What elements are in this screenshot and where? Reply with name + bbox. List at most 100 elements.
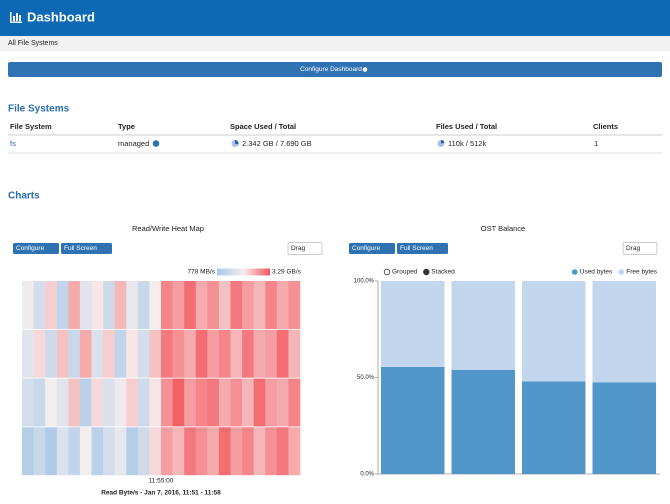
heat-cell xyxy=(195,427,208,476)
heat-cell xyxy=(137,427,150,476)
pie-icon-wedge xyxy=(441,140,445,144)
heat-cell xyxy=(172,378,185,427)
x-tick-label: 11:55:00 xyxy=(149,478,174,485)
heat-cell xyxy=(288,378,301,427)
heat-cell xyxy=(103,329,115,378)
heat-cell xyxy=(242,329,254,378)
heat-cell xyxy=(79,378,92,427)
heat-cell xyxy=(56,427,69,476)
heat-cell xyxy=(195,281,208,329)
heat-cell xyxy=(103,378,115,427)
heat-cell xyxy=(126,329,139,378)
app-title[interactable]: Dashboard xyxy=(27,9,95,24)
heat-cell xyxy=(22,427,34,476)
heat-cell xyxy=(68,329,81,378)
heat-cell xyxy=(218,329,231,378)
bar-segment xyxy=(381,281,445,367)
chart-title: Read/Write Heat Map xyxy=(132,224,204,233)
column-header: Files Used / Total xyxy=(436,122,497,131)
gear-icon xyxy=(362,67,368,72)
heat-cell xyxy=(68,378,81,427)
heat-cell xyxy=(265,281,278,329)
heat-cell xyxy=(276,378,289,427)
heat-cell xyxy=(33,427,46,476)
heat-cell xyxy=(149,281,162,329)
legend-max: 3.29 GB/s xyxy=(272,269,302,276)
heat-cell xyxy=(91,281,104,329)
configure-button[interactable] xyxy=(13,243,59,254)
drag-button[interactable] xyxy=(622,242,658,255)
heat-cell xyxy=(184,378,197,427)
column-header: File System xyxy=(10,122,52,131)
heat-cell xyxy=(103,281,115,329)
color-legend xyxy=(217,268,270,276)
heat-cell xyxy=(149,378,162,427)
fs-link[interactable]: fs xyxy=(10,139,16,148)
heat-cell xyxy=(126,281,139,329)
heat-cell xyxy=(137,329,150,378)
heat-cell xyxy=(161,378,173,427)
mode-radio[interactable] xyxy=(383,268,391,276)
drag-button[interactable] xyxy=(287,242,323,255)
y-tick-label: 0.0% xyxy=(360,472,374,478)
configure-button[interactable] xyxy=(349,243,395,254)
heat-cell xyxy=(276,281,289,329)
heat-cell xyxy=(45,281,58,329)
heat-cell xyxy=(161,329,173,378)
heat-cell xyxy=(218,281,231,329)
heat-cell xyxy=(207,427,220,476)
heat-cell xyxy=(161,281,173,329)
mode-label: Grouped xyxy=(392,269,418,276)
legend-label: Used bytes xyxy=(580,269,613,276)
heat-cell xyxy=(79,281,92,329)
cell: 2.342 GB / 7.690 GB xyxy=(242,139,312,148)
button-label: Drag xyxy=(291,245,305,252)
heat-cell xyxy=(79,329,92,378)
heat-cell xyxy=(288,329,301,378)
section-heading: Charts xyxy=(8,191,40,202)
dashboard-icon xyxy=(10,12,22,23)
heat-cell xyxy=(288,427,301,476)
heat-cell xyxy=(56,281,69,329)
configure-dashboard-button[interactable] xyxy=(8,62,662,77)
heat-cell xyxy=(91,427,104,476)
heat-cell xyxy=(22,329,34,378)
heat-cell xyxy=(230,329,243,378)
legend-swatch[interactable] xyxy=(618,269,625,275)
legend-min: 778 MB/s xyxy=(188,269,216,276)
heat-cell xyxy=(184,281,197,329)
heat-cell xyxy=(149,427,162,476)
heat-cell xyxy=(253,427,266,476)
full-screen-button[interactable] xyxy=(397,243,448,254)
heat-cell xyxy=(172,281,185,329)
heat-cell xyxy=(33,378,46,427)
heat-cell xyxy=(265,329,278,378)
full-screen-button[interactable] xyxy=(61,243,112,254)
heat-cell xyxy=(218,378,231,427)
heat-cell xyxy=(114,281,127,329)
heat-cell xyxy=(126,427,139,476)
heat-cell xyxy=(33,329,46,378)
heat-cell xyxy=(33,281,46,329)
button-label: Full Screen xyxy=(400,245,433,252)
legend-swatch[interactable] xyxy=(571,269,578,275)
bar-segment xyxy=(592,281,656,383)
help-icon[interactable] xyxy=(152,140,160,147)
cell: 1 xyxy=(594,139,598,148)
heat-cell xyxy=(253,329,266,378)
section-heading: File Systems xyxy=(8,104,70,115)
heat-cell xyxy=(45,329,58,378)
mode-radio[interactable] xyxy=(423,268,430,276)
heat-cell xyxy=(68,281,81,329)
button-label: Full Screen xyxy=(64,245,97,252)
heat-cell xyxy=(56,329,69,378)
heat-cell xyxy=(230,281,243,329)
heat-cell xyxy=(22,281,34,329)
heat-cell xyxy=(195,378,208,427)
heat-cell xyxy=(207,281,220,329)
heat-cell xyxy=(126,378,139,427)
heat-cell xyxy=(137,378,150,427)
configure-dashboard-label: Configure Dashboard xyxy=(300,66,362,73)
breadcrumb[interactable]: All File Systems xyxy=(8,40,58,47)
